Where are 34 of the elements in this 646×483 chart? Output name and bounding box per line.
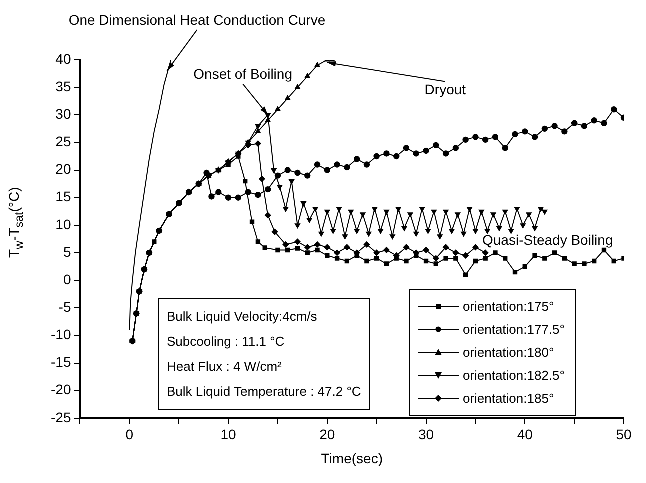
y-tick-label: 0 xyxy=(63,271,72,288)
legend-label: orientation:182.5° xyxy=(462,367,565,385)
y-tick-label: 5 xyxy=(63,244,72,260)
legend-label: orientation:177.5° xyxy=(462,321,565,339)
annotation: Onset of Boiling xyxy=(194,66,293,82)
y-tick-label: 35 xyxy=(56,78,72,94)
annotation: Subcooling : 11.1 °C xyxy=(167,333,286,351)
y-tick-label: -15 xyxy=(51,354,72,370)
x-tick-label: 0 xyxy=(126,426,134,443)
legend-label: orientation:185° xyxy=(462,390,554,408)
y-tick-label: 10 xyxy=(56,216,72,232)
annotation: Dryout xyxy=(424,82,466,98)
y-tick-label: 25 xyxy=(56,134,72,150)
y-tick-label: 15 xyxy=(56,188,72,205)
y-tick-label: 20 xyxy=(56,161,72,178)
x-tick-label: 50 xyxy=(616,426,632,443)
legend-label: orientation:175° xyxy=(462,298,554,316)
y-tick-label: -10 xyxy=(51,326,72,343)
annotation: Bulk Liquid Temperature : 47.2 °C xyxy=(167,383,362,401)
x-tick-label: 10 xyxy=(220,426,237,443)
x-axis-title: Time(sec) xyxy=(321,450,383,466)
annotation: Heat Flux : 4 W/cm² xyxy=(167,358,283,376)
x-tick-label: 30 xyxy=(418,426,434,443)
legend-label: orientation:180° xyxy=(462,344,554,362)
y-tick-label: -5 xyxy=(58,298,72,315)
annotation: Quasi-Steady Boiling xyxy=(482,232,614,248)
y-tick-label: -20 xyxy=(51,382,72,398)
x-tick-label: 20 xyxy=(320,426,336,443)
y-tick-label: -25 xyxy=(51,409,72,426)
x-tick-label: 40 xyxy=(517,426,534,443)
y-tick-label: 40 xyxy=(56,50,72,67)
y-tick-label: 30 xyxy=(56,106,72,122)
annotation: One Dimensional Heat Conduction Curve xyxy=(68,12,326,28)
annotation: Bulk Liquid Velocity:4cm/s xyxy=(167,308,318,326)
